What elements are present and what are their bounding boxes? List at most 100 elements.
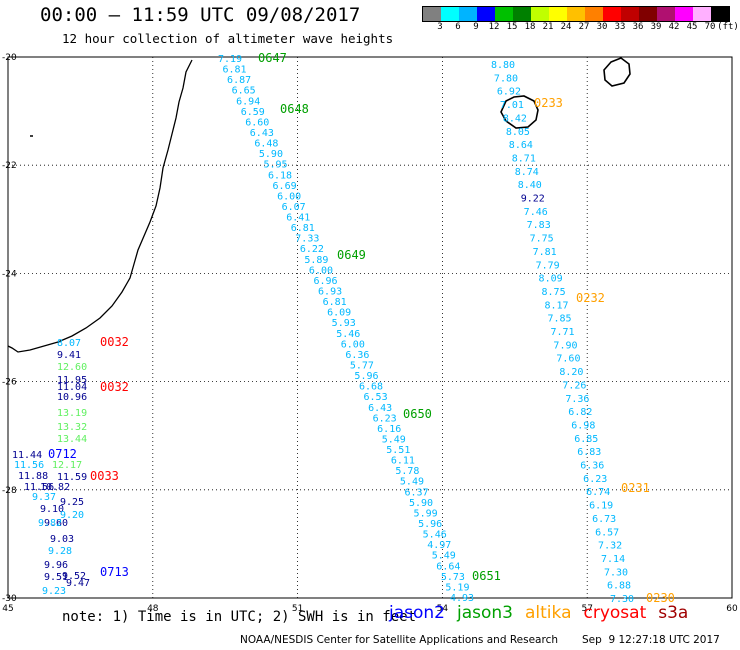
mauritius-island-outline <box>603 57 631 87</box>
colorbar-tick-label: 3 <box>437 22 443 32</box>
swh-value: 6.00 <box>277 191 301 202</box>
colorbar-swatch <box>477 7 495 21</box>
colorbar-tick-label: 18 <box>524 22 536 32</box>
swh-value: 13.32 <box>57 422 87 433</box>
satellite-legend-jason3: jason3 <box>457 603 513 623</box>
swh-value: 5.49 <box>432 551 456 562</box>
satellite-legend-jason2: jason2 <box>389 603 445 623</box>
colorbar-tick-label: 6 <box>455 22 461 32</box>
swh-value: 11.59 <box>57 472 87 483</box>
swh-value: 6.88 <box>607 581 631 592</box>
swh-value: 6.19 <box>589 501 613 512</box>
satellite-legend-altika: altika <box>525 603 572 623</box>
pass-time-label: 0032 <box>100 335 129 349</box>
lat-label: -20 <box>2 53 17 63</box>
pass-time-label: 0649 <box>337 248 366 262</box>
swh-value: 5.93 <box>332 318 356 329</box>
swh-value: 9.20 <box>60 510 84 521</box>
swh-value: 5.73 <box>441 572 465 583</box>
colorbar-tick-label: 36 <box>632 22 644 32</box>
swh-value: 7.83 <box>527 220 551 231</box>
swh-value: 8.07 <box>57 338 81 349</box>
swh-value: 5.89 <box>304 255 328 266</box>
pass-time-label: 0648 <box>280 102 309 116</box>
colorbar-tick-label: 27 <box>578 22 590 32</box>
colorbar-tick-label: 24 <box>560 22 572 32</box>
pass-time-label: 0712 <box>48 447 77 461</box>
swh-value: 8.05 <box>506 127 530 138</box>
swh-value: 7.19 <box>218 54 242 65</box>
generated-timestamp: Sep 9 12:27:18 UTC 2017 <box>582 634 720 646</box>
swh-value: 9.23 <box>42 586 66 597</box>
satellite-legend: jason2 jason3 altika cryosat s3a <box>389 603 700 623</box>
swh-value: 7.30 <box>610 594 634 605</box>
swh-value: 11.04 <box>57 382 87 393</box>
track-a: 7.196.816.876.656.946.596.606.436.485.90… <box>218 51 501 604</box>
page-subtitle: 12 hour collection of altimeter wave hei… <box>62 31 394 46</box>
swh-value: 6.74 <box>586 487 610 498</box>
colorbar-swatch <box>567 7 585 21</box>
lat-label: -28 <box>2 486 17 496</box>
colorbar-swatch <box>495 7 513 21</box>
lon-label: 51 <box>292 604 303 614</box>
swh-value: 6.23 <box>373 413 397 424</box>
lon-label: 60 <box>726 604 738 614</box>
swh-value: 9.22 <box>521 194 545 205</box>
swh-value: 6.65 <box>232 86 256 97</box>
swh-value: 6.96 <box>313 276 337 287</box>
colorbar-tick-label: 21 <box>542 22 554 32</box>
swh-value: 6.92 <box>497 87 521 98</box>
swh-value: 7.30 <box>604 567 628 578</box>
page-title: 00:00 – 11:59 UTC 09/08/2017 <box>40 4 361 26</box>
swh-value: 9.47 <box>66 578 90 589</box>
swh-value: 6.36 <box>345 350 369 361</box>
swh-value: 5.19 <box>445 582 469 593</box>
colorbar-tick-label: 39 <box>650 22 662 32</box>
swh-value: 5.90 <box>409 498 433 509</box>
satellite-legend-s3a: s3a <box>658 603 689 623</box>
swh-value: 7.36 <box>565 394 589 405</box>
swh-value: 11.95 <box>57 375 87 386</box>
swh-value: 5.90 <box>259 149 283 160</box>
lon-label: 45 <box>2 604 13 614</box>
swh-value: 7.79 <box>536 260 560 271</box>
colorbar-tick-label: (ft) <box>717 22 739 32</box>
swh-value: 7.26 <box>562 380 586 391</box>
swh-value: 6.36 <box>580 461 604 472</box>
swh-value: 6.83 <box>577 447 601 458</box>
colorbar-swatch <box>513 7 531 21</box>
swh-value: 7.71 <box>550 327 574 338</box>
swh-value: 6.48 <box>254 139 278 150</box>
swh-value: 6.69 <box>273 181 297 192</box>
swh-value: 4.93 <box>450 593 474 604</box>
swh-value: 5.99 <box>414 508 438 519</box>
swh-value: 9.28 <box>48 546 72 557</box>
lat-label: -26 <box>2 378 17 388</box>
swh-value: 8.80 <box>491 60 515 71</box>
colorbar-swatch <box>423 7 441 21</box>
colorbar-swatch <box>603 7 621 21</box>
swh-value: 9.37 <box>32 492 56 503</box>
pass-time-label: 0231 <box>621 481 650 495</box>
swh-value: 8.09 <box>539 274 563 285</box>
pass-time-label: 0650 <box>403 407 432 421</box>
swh-value: 9.82 <box>38 518 62 529</box>
swh-value: 5.96 <box>354 371 378 382</box>
swh-value: 7.01 <box>500 100 524 111</box>
swh-value: 6.09 <box>327 308 351 319</box>
swh-value: 12.60 <box>57 362 87 373</box>
swh-value: 7.32 <box>598 541 622 552</box>
swh-value: 5.77 <box>350 360 374 371</box>
pass-time-label: 0713 <box>100 565 129 579</box>
colorbar-tick-label: 9 <box>473 22 479 32</box>
pass-time-label: 0232 <box>576 291 605 305</box>
lat-label: -30 <box>2 594 17 604</box>
colorbar-swatch <box>693 7 711 21</box>
colorbar-swatch <box>621 7 639 21</box>
swh-value: 11.88 <box>18 471 48 482</box>
swh-value: 6.60 <box>245 117 269 128</box>
colorbar-swatch <box>657 7 675 21</box>
swh-value: 5.78 <box>395 466 419 477</box>
